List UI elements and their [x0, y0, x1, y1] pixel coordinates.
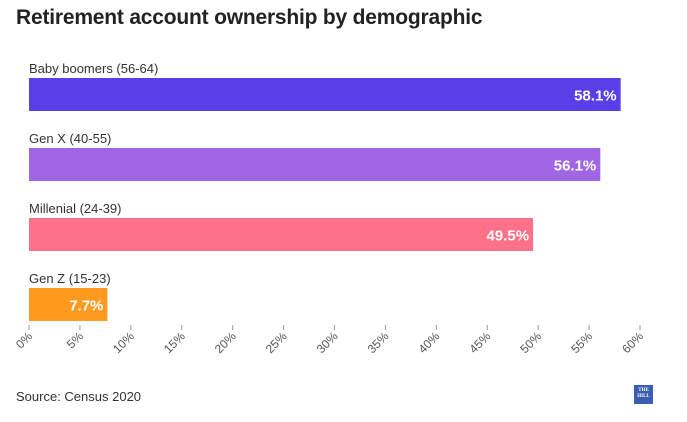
- x-tick-label: 55%: [568, 329, 595, 356]
- category-label: Gen X (40-55): [29, 131, 111, 146]
- value-label: 58.1%: [574, 88, 617, 105]
- x-tick-label: 35%: [365, 329, 392, 356]
- bar: [29, 148, 601, 181]
- category-label: Gen Z (15-23): [29, 271, 111, 286]
- value-label: 7.7%: [69, 298, 103, 315]
- x-tick-label: 15%: [161, 329, 188, 356]
- value-label: 56.1%: [554, 158, 597, 175]
- bars-group: Baby boomers (56-64) 58.1% Gen X (40-55) 56…: [29, 61, 621, 321]
- x-tick-label: 60%: [619, 329, 646, 356]
- x-tick-label: 20%: [212, 329, 239, 356]
- chart-title: Retirement account ownership by demograp…: [16, 6, 483, 29]
- source-note: Source: Census 2020: [16, 389, 142, 404]
- publisher-logo: THE HILL: [634, 385, 653, 404]
- x-tick-label: 50%: [517, 329, 544, 356]
- bar: [29, 218, 534, 251]
- bar-chart: Baby boomers (56-64) 58.1% Gen X (40-55) 56…: [13, 61, 646, 356]
- x-tick-label: 30%: [314, 329, 341, 356]
- value-label: 49.5%: [487, 228, 530, 245]
- x-tick-label: 25%: [263, 329, 290, 356]
- x-tick-label: 40%: [416, 329, 443, 356]
- category-label: Baby boomers (56-64): [29, 61, 158, 76]
- bar: [29, 288, 108, 321]
- x-axis: 0% 5% 10% 15% 20% 25% 30% 35% 40% 45% 50% 55% 60%: [13, 325, 646, 356]
- x-tick-label: 0%: [13, 329, 35, 351]
- x-tick-label: 10%: [110, 329, 137, 356]
- category-label: Millenial (24-39): [29, 201, 121, 216]
- x-tick-label: 5%: [64, 329, 86, 351]
- bar: [29, 78, 621, 111]
- x-tick-label: 45%: [466, 329, 493, 356]
